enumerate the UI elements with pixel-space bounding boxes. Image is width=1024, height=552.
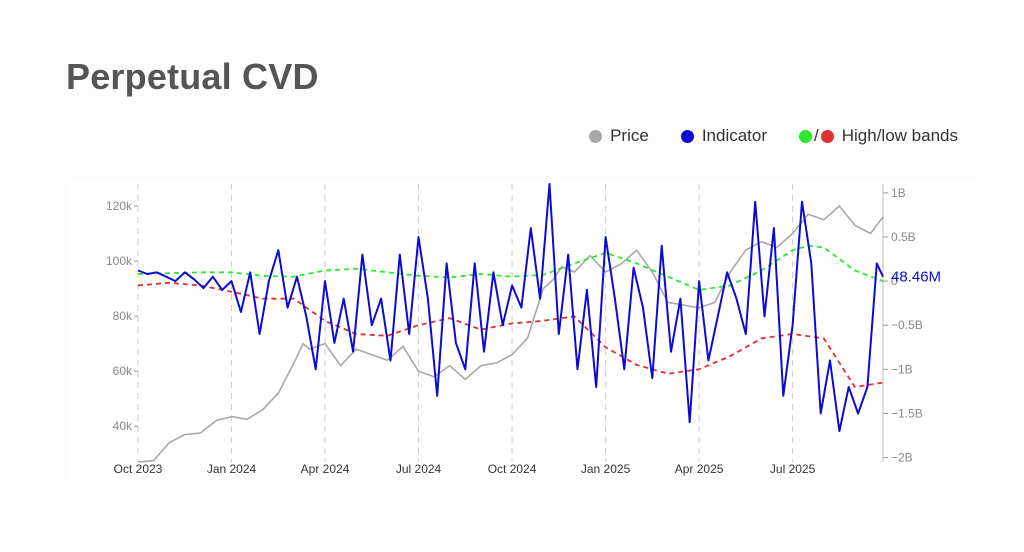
low-band-dot-icon <box>820 129 834 143</box>
left-tick-label: 100k <box>106 254 133 268</box>
legend-price-label: Price <box>610 126 649 145</box>
legend-item-indicator[interactable]: Indicator <box>680 126 768 146</box>
band-slash: / <box>814 126 819 145</box>
page-title: Perpetual CVD <box>66 56 319 97</box>
bands-dots: / <box>799 126 834 146</box>
x-tick-label: Jul 2025 <box>770 462 816 476</box>
right-tick-label: −2B <box>891 451 913 465</box>
x-tick-label: Jan 2024 <box>207 462 257 476</box>
x-tick-label: Jul 2024 <box>396 462 442 476</box>
legend-item-bands[interactable]: / High/low bands <box>799 126 958 146</box>
x-tick-label: Apr 2025 <box>675 462 724 476</box>
left-tick-label: 60k <box>113 364 133 378</box>
x-tick-label: Jan 2025 <box>581 462 631 476</box>
chart-background <box>70 180 976 480</box>
legend-indicator-label: Indicator <box>701 126 768 145</box>
left-tick-label: 120k <box>106 199 133 213</box>
indicator-last-value-label: 48.46M <box>891 269 941 286</box>
legend-item-price[interactable]: Price <box>589 126 649 146</box>
low-band-line <box>137 281 884 388</box>
x-tick-label: Oct 2024 <box>488 462 537 476</box>
left-tick-label: 40k <box>113 419 133 433</box>
x-tick-label: Apr 2024 <box>301 462 350 476</box>
right-tick-label: 0 <box>891 274 898 288</box>
indicator-dot-icon <box>680 129 694 143</box>
x-tick-label: Oct 2023 <box>114 462 163 476</box>
high-band-dot-icon <box>799 129 813 143</box>
right-tick-label: −1.5B <box>891 406 923 420</box>
indicator-series-line <box>137 183 884 433</box>
left-tick-label: 80k <box>113 309 133 323</box>
chart-legend: Price Indicator / High/low bands <box>589 126 958 146</box>
price-dot-icon <box>589 129 603 143</box>
right-tick-label: 0.5B <box>891 230 916 244</box>
right-tick-label: 1B <box>891 186 906 200</box>
price-series-line <box>137 205 884 463</box>
right-tick-label: −0.5B <box>891 318 923 332</box>
legend-bands-label: High/low bands <box>841 126 958 145</box>
chart-area: Oct 2023 Jan 2024 Apr 2024 Jul 2024 Oct 2024… <box>70 180 976 480</box>
high-band-line <box>137 244 884 291</box>
chart-svg: Oct 2023 Jan 2024 Apr 2024 Jul 2024 Oct 2024… <box>70 180 976 480</box>
right-tick-label: −1B <box>891 362 913 376</box>
